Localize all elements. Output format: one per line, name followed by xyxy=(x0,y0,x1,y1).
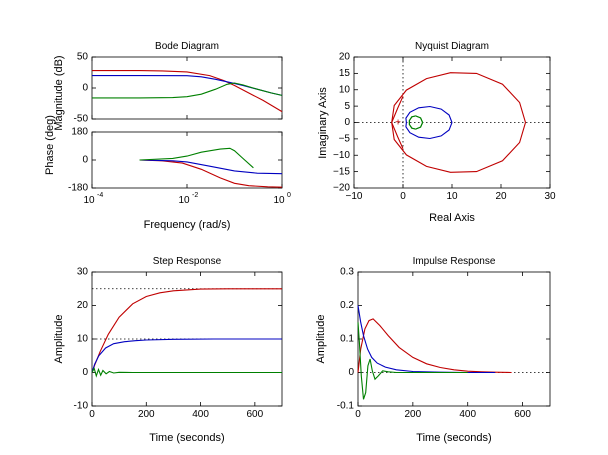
nyquist-critical-point: + xyxy=(395,118,401,129)
bode-phase-line-2 xyxy=(139,147,254,169)
bode-phase-axes xyxy=(91,131,283,189)
step-y-tick-label: -10 xyxy=(74,401,89,412)
impulse-y-tick-label: 0.2 xyxy=(340,300,354,311)
bode-x-tick-base: 10 xyxy=(178,195,190,206)
nyquist-line-mirror-1 xyxy=(405,122,453,140)
step-x-axis-label: Time (seconds) xyxy=(149,432,224,444)
nyquist-y-tick-label: 0 xyxy=(344,117,350,128)
step-x-tick-label: 0 xyxy=(89,409,95,420)
step-x-tick-label: 400 xyxy=(192,409,209,420)
step-line-1 xyxy=(91,338,282,373)
impulse-line-0 xyxy=(357,318,512,374)
step-line-0 xyxy=(91,288,282,373)
nyquist-x-axis-label: Real Axis xyxy=(429,212,475,224)
bode-x-tick-base: 10 xyxy=(83,195,95,206)
impulse-y-axis-label: Amplitude xyxy=(315,315,327,364)
nyquist-y-tick-label: 5 xyxy=(344,101,350,112)
bode-magnitude-y-tick-label: -50 xyxy=(74,114,89,125)
impulse-line-2 xyxy=(357,322,468,400)
impulse-x-axis-label: Time (seconds) xyxy=(416,432,491,444)
impulse-y-tick-label: 0.1 xyxy=(340,334,354,345)
nyquist-x-tick-label: 30 xyxy=(544,191,556,202)
nyquist-y-tick-label: −10 xyxy=(333,150,350,161)
bode-magnitude-line-2 xyxy=(92,82,283,99)
bode-magnitude-line-0 xyxy=(92,70,283,113)
nyquist-title: Nyquist Diagram xyxy=(415,41,489,52)
nyquist-y-tick-label: −20 xyxy=(333,183,350,194)
bode-x-tick-exponent: -2 xyxy=(192,192,198,199)
bode-magnitude-y-label: Magnitude (dB) xyxy=(53,55,65,130)
impulse-title: Impulse Response xyxy=(413,256,496,267)
nyquist-y-axis-label: Imaginary Axis xyxy=(317,87,329,159)
bode-magnitude-y-tick-label: 0 xyxy=(82,83,88,94)
bode-phase-y-tick-label: 0 xyxy=(82,155,88,166)
impulse-y-tick-label: -0.1 xyxy=(337,401,355,412)
nyquist-y-tick-label: 10 xyxy=(339,84,351,95)
nyquist-x-tick-label: 0 xyxy=(400,191,406,202)
step-y-tick-label: 0 xyxy=(82,367,88,378)
bode-phase-line-1 xyxy=(139,159,283,175)
impulse-x-tick-label: 400 xyxy=(459,409,476,420)
impulse-y-tick-label: 0.3 xyxy=(340,267,354,278)
step-y-tick-label: 30 xyxy=(77,267,89,278)
nyquist-y-tick-label: −5 xyxy=(339,134,351,145)
impulse-y-tick-label: 0 xyxy=(348,367,354,378)
bode-x-tick-exponent: 0 xyxy=(287,192,291,199)
nyquist-x-tick-label: 10 xyxy=(446,191,458,202)
step-title: Step Response xyxy=(153,256,222,267)
nyquist-x-tick-label: 20 xyxy=(495,191,507,202)
impulse-x-tick-label: 200 xyxy=(405,409,422,420)
nyquist-y-tick-label: −15 xyxy=(333,166,350,177)
step-x-tick-label: 200 xyxy=(138,409,155,420)
bode-phase-y-label: Phase (deg) xyxy=(44,115,56,175)
nyquist-x-tick-label: −10 xyxy=(346,191,363,202)
bode-phase-line-0 xyxy=(139,159,283,188)
nyquist-line-0 xyxy=(391,72,527,149)
bode-magnitude-axes xyxy=(91,56,283,120)
nyquist-y-tick-label: 20 xyxy=(339,52,351,63)
bode-magnitude-y-tick-label: 50 xyxy=(77,52,89,63)
nyquist-line-mirror-2 xyxy=(408,115,424,130)
bode-x-axis-label: Frequency (rad/s) xyxy=(144,219,231,231)
step-y-axis-label: Amplitude xyxy=(53,315,65,364)
impulse-axes xyxy=(357,271,551,407)
bode-x-tick-base: 10 xyxy=(273,195,285,206)
bode-title: Bode Diagram xyxy=(155,41,219,52)
step-y-tick-label: 10 xyxy=(77,334,89,345)
step-y-tick-label: 20 xyxy=(77,300,89,311)
nyquist-y-tick-label: 15 xyxy=(339,68,351,79)
impulse-x-tick-label: 600 xyxy=(514,409,531,420)
bode-x-tick-exponent: -4 xyxy=(97,192,103,199)
bode-phase-y-tick-label: -180 xyxy=(68,183,88,194)
nyquist-line-1 xyxy=(405,105,453,123)
step-line-2 xyxy=(91,367,282,378)
bode-phase-y-tick-label: 180 xyxy=(71,127,88,138)
nyquist-line-mirror-0 xyxy=(391,96,527,173)
impulse-x-tick-label: 0 xyxy=(355,409,361,420)
step-x-tick-label: 600 xyxy=(247,409,264,420)
